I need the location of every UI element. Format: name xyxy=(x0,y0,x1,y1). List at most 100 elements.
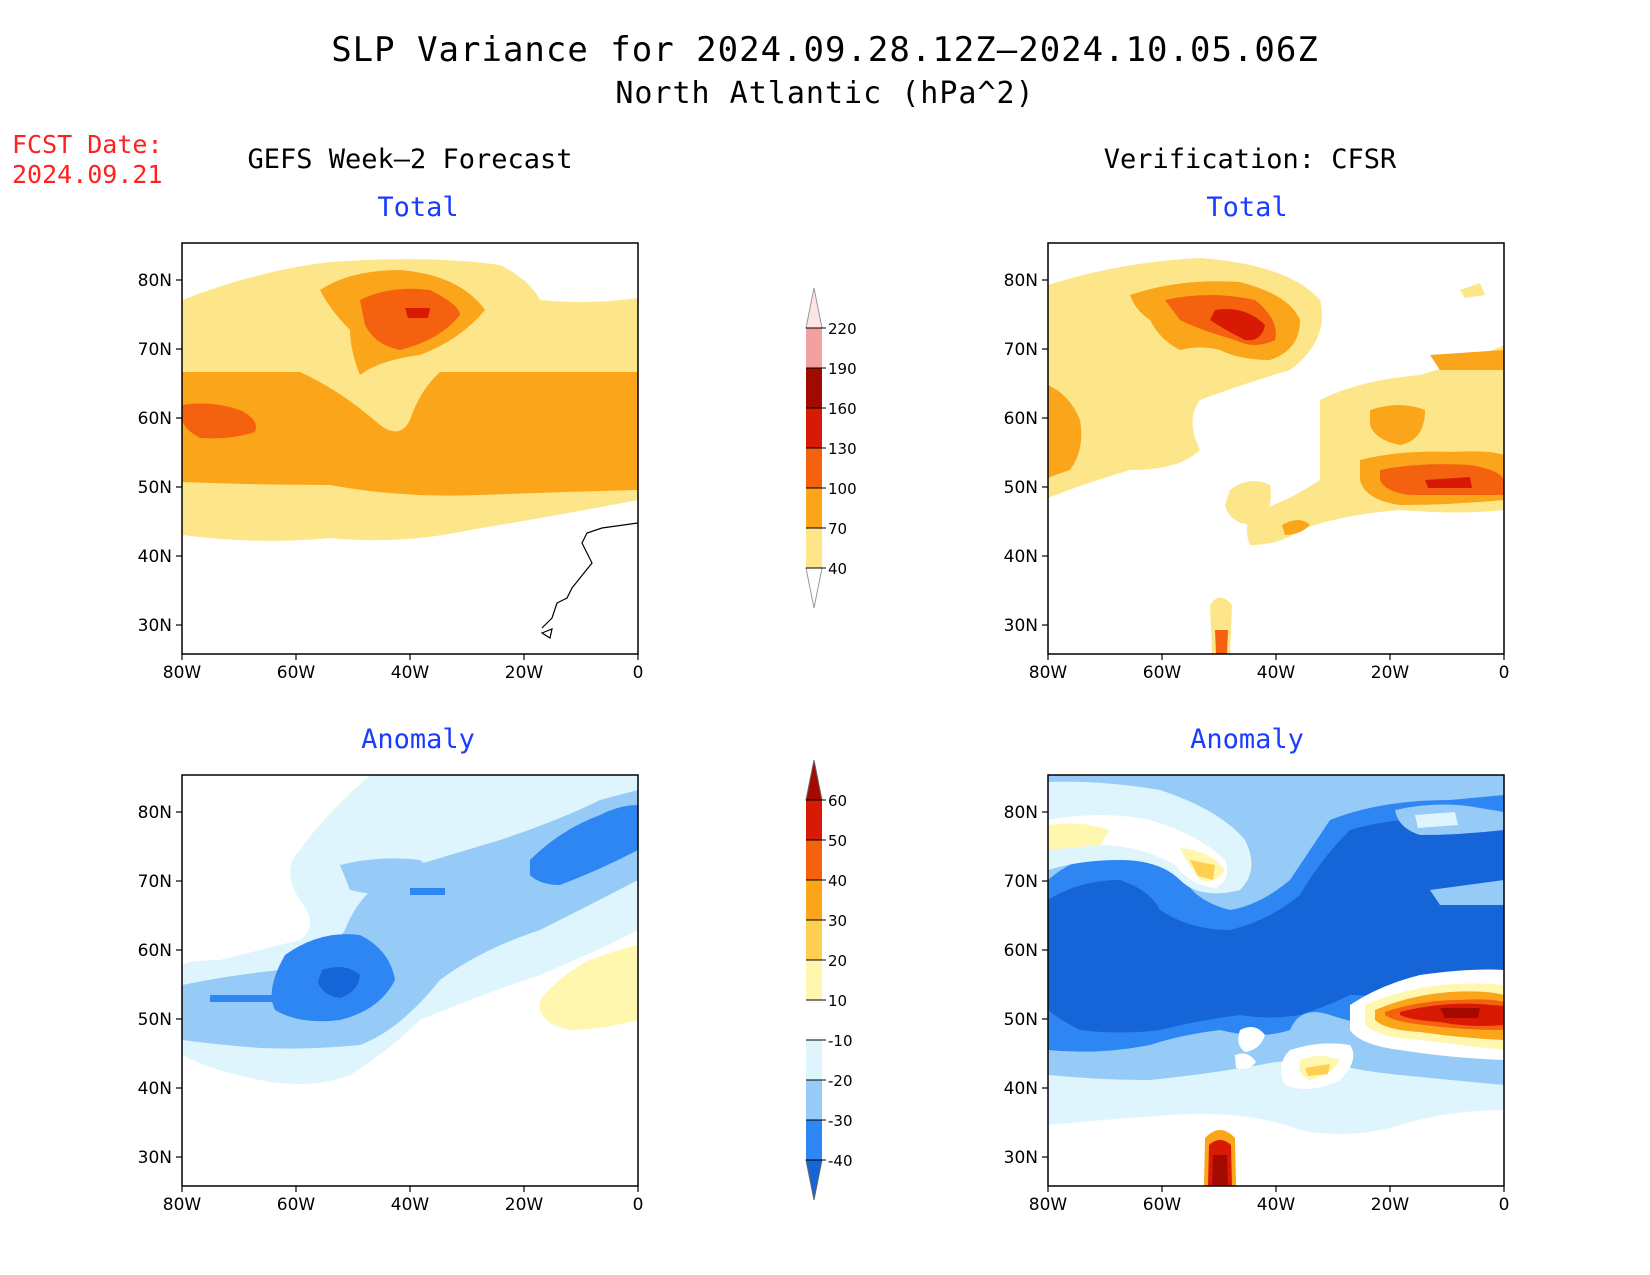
lon-tick-label: 60W xyxy=(1143,1195,1182,1215)
map-panel-verification-total xyxy=(1048,243,1504,654)
lon-tick-label: 0 xyxy=(1499,663,1510,683)
map-panel-forecast-total xyxy=(182,243,638,654)
colorbar-label: 130 xyxy=(828,440,857,458)
colorbar-label: 40 xyxy=(828,872,847,890)
map-panel-forecast-anomaly xyxy=(182,775,638,1186)
colorbar-anomaly: -40 -30 -20 -10 10 20 30 40 50 60 xyxy=(805,759,853,1201)
lat-tick-label: 80N xyxy=(138,271,172,291)
colorbar-segment xyxy=(806,488,822,528)
panel-title-verification-total: Total xyxy=(1206,192,1288,223)
colorbar-label: -20 xyxy=(828,1072,853,1090)
colorbar-segment xyxy=(806,840,822,880)
colorbar-segment xyxy=(806,408,822,448)
lon-tick-label: 80W xyxy=(1029,663,1068,683)
colorbar-label: 40 xyxy=(828,560,847,578)
column-title-verification: Verification: CFSR xyxy=(1103,144,1397,175)
main-subtitle: North Atlantic (hPa^2) xyxy=(615,76,1035,111)
lon-tick-label: 80W xyxy=(1029,1195,1068,1215)
lat-tick-label: 30N xyxy=(1004,616,1038,636)
colorbar-segment xyxy=(806,800,822,840)
frame-forecast-anomaly: 80N 70N 60N 50N 40N 30N 80W 60W 40W 20W 0 xyxy=(138,774,644,1215)
forecast-date-label: FCST Date: xyxy=(12,130,163,159)
lon-tick-label: 20W xyxy=(505,663,544,683)
lat-tick-label: 60N xyxy=(138,941,172,961)
lat-tick-label: 60N xyxy=(1004,409,1038,429)
lat-tick-label: 50N xyxy=(1004,1010,1038,1030)
forecast-date-value: 2024.09.21 xyxy=(12,160,163,189)
lat-tick-label: 80N xyxy=(138,803,172,823)
column-title-forecast: GEFS Week–2 Forecast xyxy=(247,144,573,175)
lon-tick-label: 20W xyxy=(505,1195,544,1215)
main-title: SLP Variance for 2024.09.28.12Z–2024.10.… xyxy=(331,30,1319,70)
colorbar-segment xyxy=(806,1000,822,1040)
lat-tick-label: 30N xyxy=(1004,1148,1038,1168)
colorbar-segment xyxy=(806,880,822,920)
colorbar-segment xyxy=(805,1159,823,1201)
lat-tick-label: 70N xyxy=(1004,872,1038,892)
lon-tick-label: 80W xyxy=(163,1195,202,1215)
colorbar-segment xyxy=(806,328,822,368)
colorbar-label: -40 xyxy=(828,1152,853,1170)
colorbar-segment xyxy=(806,448,822,488)
lat-tick-label: 50N xyxy=(138,1010,172,1030)
colorbar-segment xyxy=(806,960,822,1000)
lat-tick-label: 50N xyxy=(138,478,172,498)
lat-tick-label: 40N xyxy=(138,547,172,567)
lon-tick-label: 60W xyxy=(277,1195,316,1215)
frame-verification-anomaly: 80N 70N 60N 50N 40N 30N 80W 60W 40W 20W 0 xyxy=(1004,774,1510,1215)
colorbar-segment xyxy=(806,1120,822,1160)
lon-tick-label: 20W xyxy=(1371,1195,1410,1215)
lat-tick-label: 70N xyxy=(138,340,172,360)
colorbar-label: 30 xyxy=(828,912,847,930)
colorbar-segment xyxy=(806,368,822,408)
colorbar-segment xyxy=(805,759,823,801)
lat-tick-label: 80N xyxy=(1004,803,1038,823)
lon-tick-label: 40W xyxy=(1257,663,1296,683)
colorbar-label: -10 xyxy=(828,1032,853,1050)
map-panel-verification-anomaly xyxy=(1048,775,1504,1186)
colorbar-label: 160 xyxy=(828,400,857,418)
lon-tick-label: 0 xyxy=(1499,1195,1510,1215)
colorbar-total: 40 70 100 130 160 190 220 xyxy=(805,287,857,609)
colorbar-segment xyxy=(806,1040,822,1080)
lon-tick-label: 0 xyxy=(633,1195,644,1215)
frame-verification-total: 80N 70N 60N 50N 40N 30N 80W 60W 40W 20W 0 xyxy=(1004,242,1510,683)
lon-tick-label: 40W xyxy=(391,663,430,683)
lon-tick-label: 80W xyxy=(163,663,202,683)
colorbar-label: 70 xyxy=(828,520,847,538)
frame-forecast-total: 80N 70N 60N 50N 40N 30N 80W 60W 40W 20W 0 xyxy=(138,242,644,683)
lat-tick-label: 40N xyxy=(138,1079,172,1099)
lat-tick-label: 50N xyxy=(1004,478,1038,498)
colorbar-label: 50 xyxy=(828,832,847,850)
lat-tick-label: 40N xyxy=(1004,1079,1038,1099)
lat-tick-label: 60N xyxy=(1004,941,1038,961)
lon-tick-label: 40W xyxy=(391,1195,430,1215)
colorbar-label: -30 xyxy=(828,1112,853,1130)
lon-tick-label: 60W xyxy=(1143,663,1182,683)
colorbar-label: 60 xyxy=(828,792,847,810)
colorbar-label: 190 xyxy=(828,360,857,378)
colorbar-segment xyxy=(805,287,823,329)
lat-tick-label: 80N xyxy=(1004,271,1038,291)
lat-tick-label: 30N xyxy=(138,616,172,636)
colorbar-segment xyxy=(806,528,822,568)
colorbar-label: 220 xyxy=(828,320,857,338)
lon-tick-label: 60W xyxy=(277,663,316,683)
lon-tick-label: 20W xyxy=(1371,663,1410,683)
panel-title-forecast-anomaly: Anomaly xyxy=(361,724,475,755)
lon-tick-label: 40W xyxy=(1257,1195,1296,1215)
colorbar-segment xyxy=(806,920,822,960)
lat-tick-label: 70N xyxy=(1004,340,1038,360)
colorbar-label: 20 xyxy=(828,952,847,970)
colorbar-label: 100 xyxy=(828,480,857,498)
panel-title-forecast-total: Total xyxy=(377,192,459,223)
lat-tick-label: 70N xyxy=(138,872,172,892)
lat-tick-label: 30N xyxy=(138,1148,172,1168)
colorbar-label: 10 xyxy=(828,992,847,1010)
colorbar-segment xyxy=(806,1080,822,1120)
coastlines-forecast-total xyxy=(540,522,639,639)
lon-tick-label: 0 xyxy=(633,663,644,683)
lat-tick-label: 60N xyxy=(138,409,172,429)
lat-tick-label: 40N xyxy=(1004,547,1038,567)
